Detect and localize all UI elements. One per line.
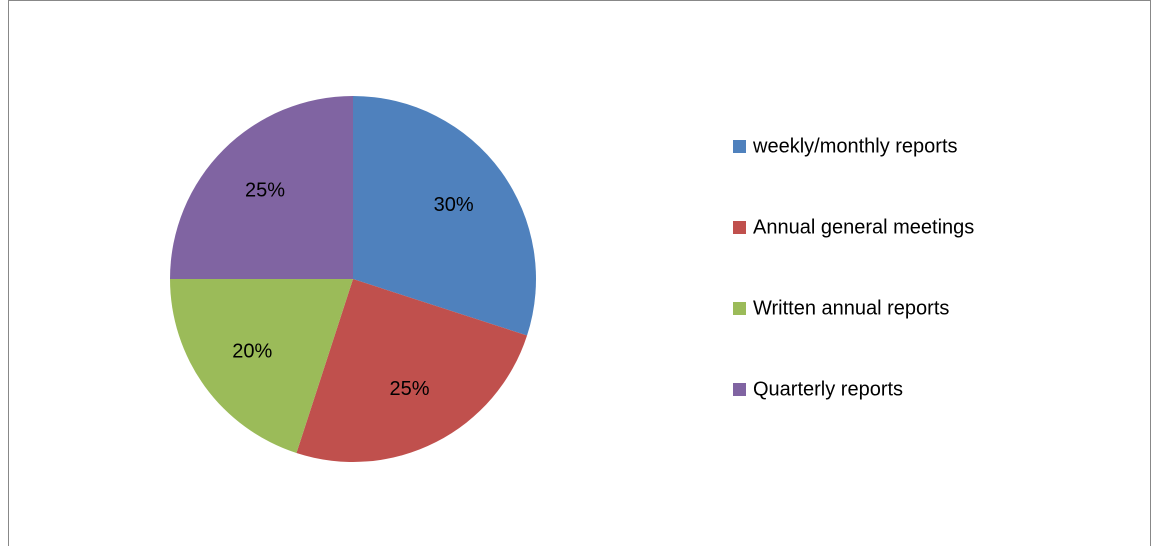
legend-label: Quarterly reports xyxy=(753,378,903,400)
pie-slice xyxy=(170,96,353,279)
legend-label: Annual general meetings xyxy=(753,216,974,238)
data-label: 25% xyxy=(245,179,285,201)
data-label: 25% xyxy=(389,378,429,400)
legend-swatch xyxy=(733,383,746,396)
legend-swatch xyxy=(733,140,746,153)
data-label: 20% xyxy=(232,340,272,362)
legend-label: weekly/monthly reports xyxy=(752,135,958,157)
pie-slice xyxy=(170,279,353,454)
pie-slice xyxy=(353,96,536,336)
legend-swatch xyxy=(733,221,746,234)
legend-label: Written annual reports xyxy=(753,297,949,319)
data-label: 30% xyxy=(434,194,474,216)
pie-slice xyxy=(296,279,528,462)
legend-swatch xyxy=(733,302,746,315)
